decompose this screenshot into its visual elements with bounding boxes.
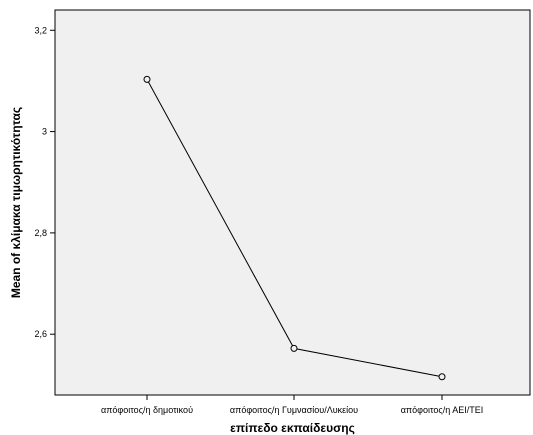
data-point <box>290 344 298 352</box>
y-axis-title: Mean of κλίμακα τιμωρητικότητας <box>9 107 23 298</box>
data-point <box>438 373 446 381</box>
y-tick-label: 2,8 <box>34 228 47 238</box>
x-tick-label: απόφοιτος/η ΑΕΙ/ΤΕΙ <box>401 405 484 415</box>
y-axis: 2,6 2,8 3 3,2 <box>34 25 55 339</box>
plot-area <box>54 9 531 396</box>
y-tick-label: 3,2 <box>34 25 47 35</box>
y-tick-label: 3 <box>42 127 47 137</box>
x-tick-label: απόφοιτος/η δημοτικού <box>101 405 193 415</box>
x-tick-label: απόφοιτος/η Γυμνασίου/Λυκείου <box>230 405 358 415</box>
x-axis: απόφοιτος/η δημοτικού απόφοιτος/η Γυμνασί… <box>101 395 483 415</box>
data-point <box>143 75 151 83</box>
x-axis-title: επίπεδο εκπαίδευσης <box>230 421 355 435</box>
data-markers <box>143 75 446 381</box>
y-tick-label: 2,6 <box>34 329 47 339</box>
